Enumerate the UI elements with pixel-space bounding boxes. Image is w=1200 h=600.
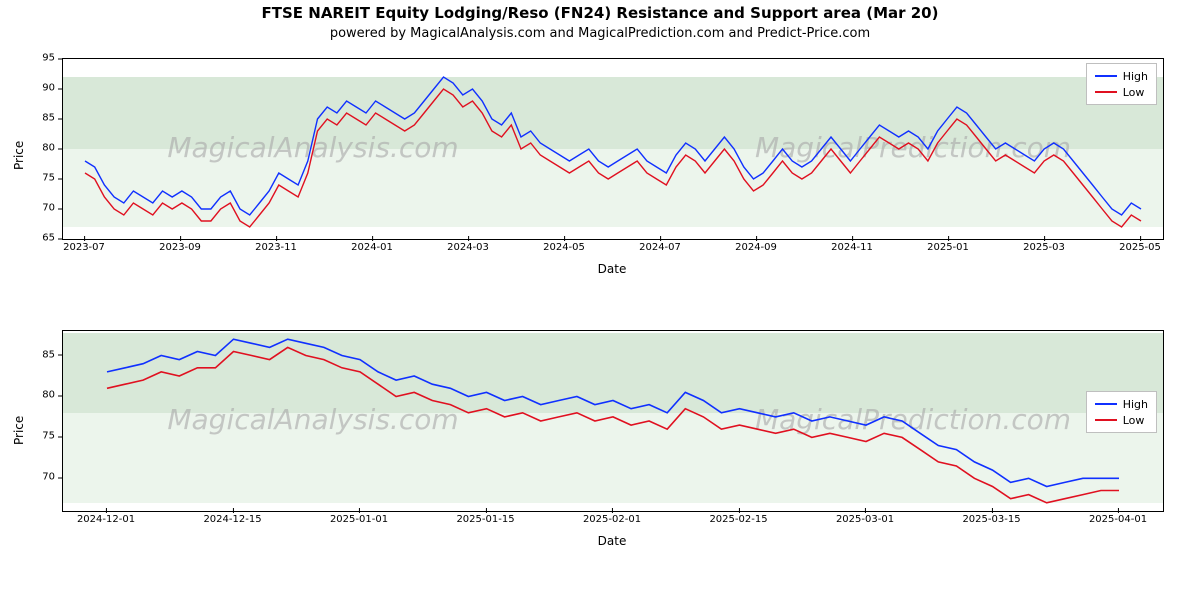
chart-lines [63, 59, 1163, 239]
x-tick: 2025-05 [1119, 242, 1161, 253]
y-tick: 75 [0, 431, 55, 442]
y-tick: 95 [0, 53, 55, 64]
x-tick: 2024-09 [735, 242, 777, 253]
legend-item-low: Low [1095, 84, 1148, 100]
legend-label: Low [1123, 414, 1145, 427]
y-tick: 80 [0, 143, 55, 154]
legend-item-high: High [1095, 396, 1148, 412]
y-tick: 85 [0, 349, 55, 360]
chart-legend: High Low [1086, 391, 1157, 433]
y-tick: 90 [0, 83, 55, 94]
x-axis-label: Date [62, 534, 1162, 548]
chart-panel-top: MagicalAnalysis.com MagicalPrediction.co… [62, 58, 1164, 240]
x-tick: 2024-03 [447, 242, 489, 253]
x-tick: 2025-03 [1023, 242, 1065, 253]
x-axis-label: Date [62, 262, 1162, 276]
x-tick: 2025-03-15 [962, 514, 1020, 525]
x-tick: 2025-01-01 [330, 514, 388, 525]
x-tick: 2025-03-01 [836, 514, 894, 525]
x-tick: 2023-09 [159, 242, 201, 253]
x-tick: 2024-12-01 [77, 514, 135, 525]
y-tick: 70 [0, 472, 55, 483]
x-tick: 2024-11 [831, 242, 873, 253]
chart-lines [63, 331, 1163, 511]
legend-item-high: High [1095, 68, 1148, 84]
x-tick: 2024-07 [639, 242, 681, 253]
legend-swatch [1095, 419, 1117, 421]
legend-label: High [1123, 398, 1148, 411]
chart-title: FTSE NAREIT Equity Lodging/Reso (FN24) R… [0, 4, 1200, 22]
x-tick: 2025-01-15 [456, 514, 514, 525]
legend-swatch [1095, 75, 1117, 77]
y-tick: 80 [0, 390, 55, 401]
x-tick: 2025-04-01 [1089, 514, 1147, 525]
x-tick: 2023-07 [63, 242, 105, 253]
x-tick: 2025-01 [927, 242, 969, 253]
x-tick: 2024-01 [351, 242, 393, 253]
legend-swatch [1095, 403, 1117, 405]
chart-legend: High Low [1086, 63, 1157, 105]
legend-label: High [1123, 70, 1148, 83]
x-tick: 2024-12-15 [203, 514, 261, 525]
y-tick: 75 [0, 173, 55, 184]
x-tick: 2025-02-01 [583, 514, 641, 525]
x-tick: 2023-11 [255, 242, 297, 253]
y-tick: 70 [0, 203, 55, 214]
legend-item-low: Low [1095, 412, 1148, 428]
y-tick: 85 [0, 113, 55, 124]
x-tick: 2025-02-15 [709, 514, 767, 525]
legend-swatch [1095, 91, 1117, 93]
chart-panel-bottom: MagicalAnalysis.com MagicalPrediction.co… [62, 330, 1164, 512]
y-tick: 65 [0, 233, 55, 244]
x-tick: 2024-05 [543, 242, 585, 253]
chart-subtitle: powered by MagicalAnalysis.com and Magic… [0, 26, 1200, 41]
legend-label: Low [1123, 86, 1145, 99]
